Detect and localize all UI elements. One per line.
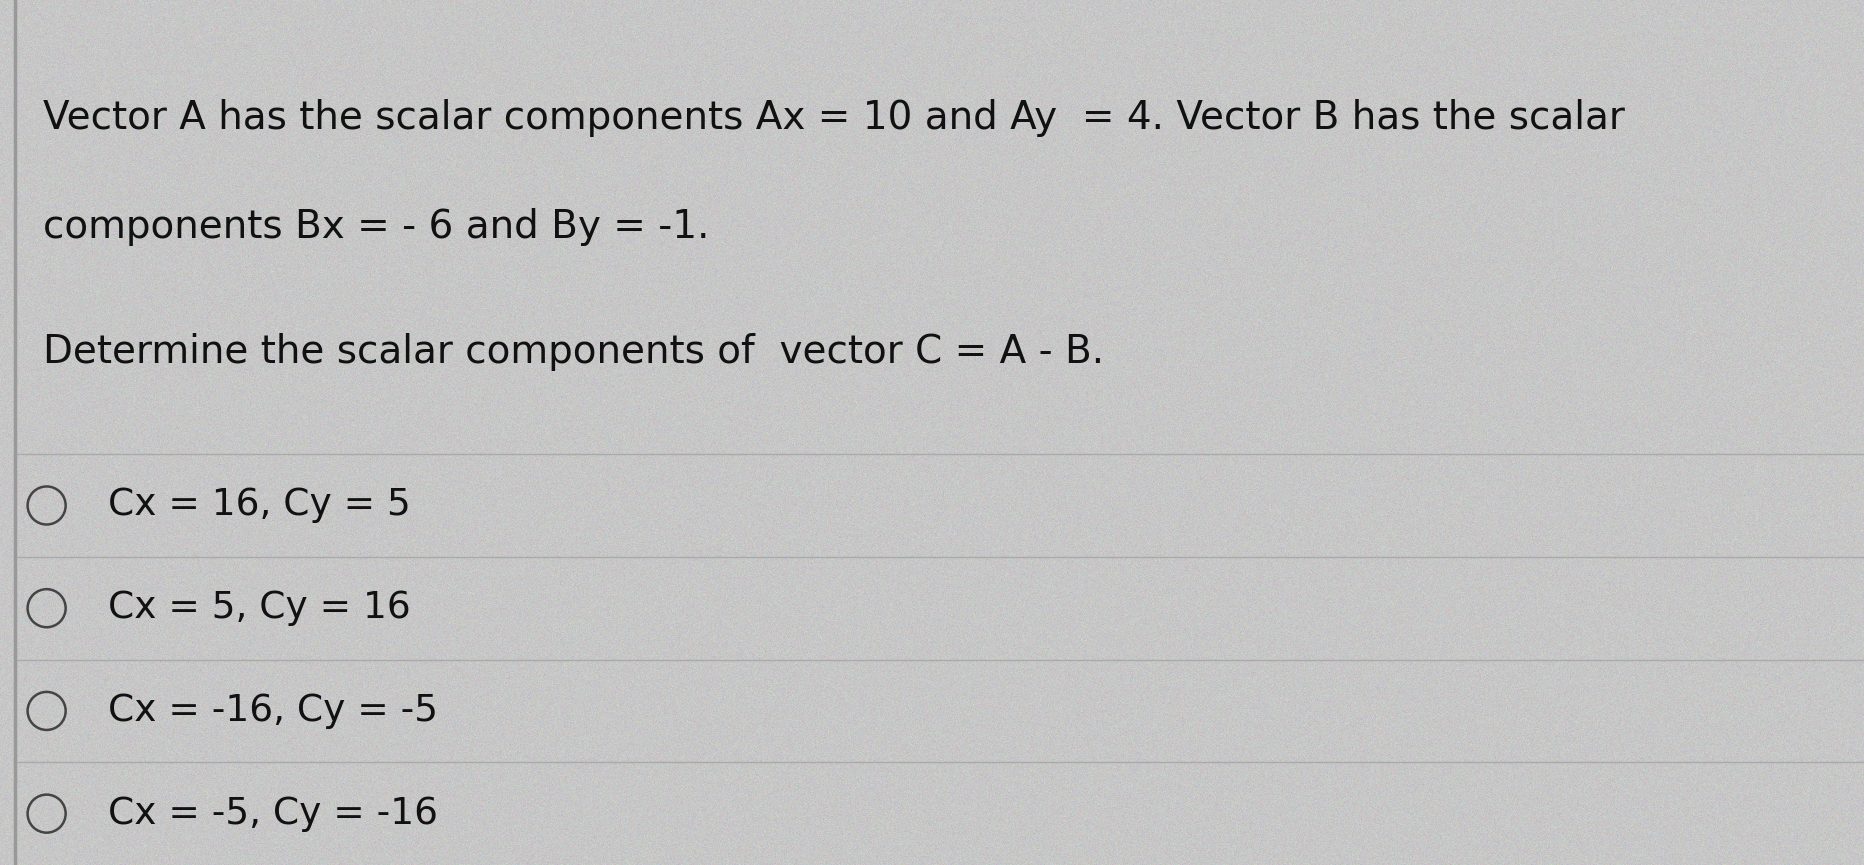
Text: Cx = 16, Cy = 5: Cx = 16, Cy = 5	[108, 488, 410, 523]
Text: Vector A has the scalar components Ax = 10 and Ay  = 4. Vector B has the scalar: Vector A has the scalar components Ax = …	[43, 99, 1624, 138]
Text: Cx = -5, Cy = -16: Cx = -5, Cy = -16	[108, 796, 438, 831]
Text: Determine the scalar components of  vector C = A - B.: Determine the scalar components of vecto…	[43, 333, 1103, 371]
Text: Cx = -16, Cy = -5: Cx = -16, Cy = -5	[108, 693, 438, 729]
Text: components Bx = - 6 and By = -1.: components Bx = - 6 and By = -1.	[43, 208, 708, 246]
Text: Cx = 5, Cy = 16: Cx = 5, Cy = 16	[108, 590, 410, 626]
